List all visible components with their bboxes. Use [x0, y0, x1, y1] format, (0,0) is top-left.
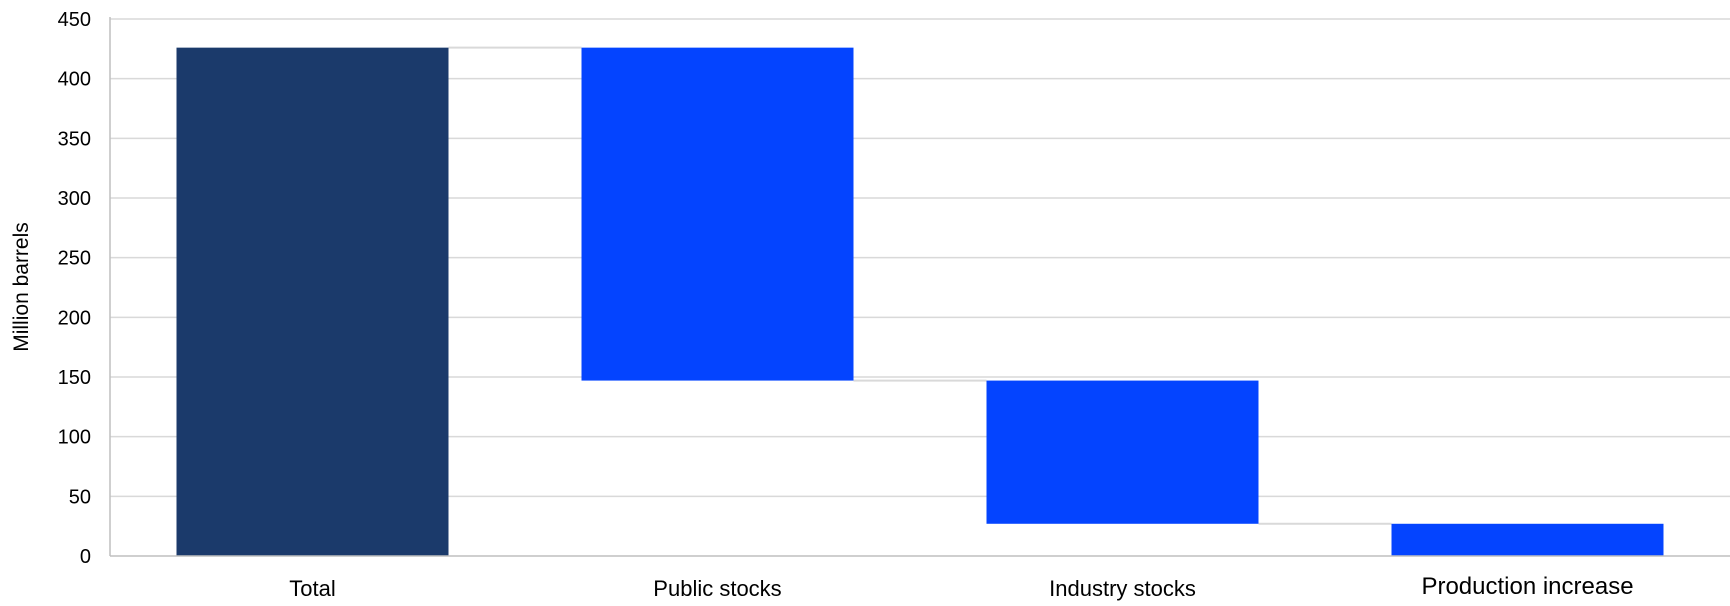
- y-tick-label: 250: [58, 248, 91, 270]
- x-category-label: Total: [289, 576, 335, 601]
- axes: [109, 17, 1730, 557]
- connector-lines: [448, 46, 1392, 525]
- y-tick-labels: 0 50 100 150 200 250 300 350 400 450: [58, 9, 91, 568]
- y-axis-title: Million barrels: [10, 222, 33, 352]
- bar-public-stocks: [581, 47, 854, 381]
- y-tick-label: 200: [58, 307, 91, 329]
- y-tick-label: 350: [58, 128, 91, 150]
- bars: [176, 47, 1664, 556]
- bar-industry-stocks: [986, 380, 1259, 524]
- y-tick-label: 400: [58, 69, 91, 91]
- y-tick-label: 50: [69, 486, 91, 508]
- y-tick-label: 150: [58, 367, 91, 389]
- y-tick-label: 300: [58, 188, 91, 210]
- x-category-labels: Total Public stocks Industry stocks Product…: [289, 573, 1633, 601]
- y-tick-label: 0: [80, 546, 91, 568]
- x-category-label: Public stocks: [653, 576, 781, 601]
- bar-production-increase: [1391, 523, 1664, 556]
- x-category-label: Industry stocks: [1049, 576, 1196, 601]
- bar-total: [176, 47, 449, 556]
- x-category-label: Production increase: [1421, 573, 1633, 600]
- y-tick-label: 100: [58, 427, 91, 449]
- y-tick-label: 450: [58, 9, 91, 31]
